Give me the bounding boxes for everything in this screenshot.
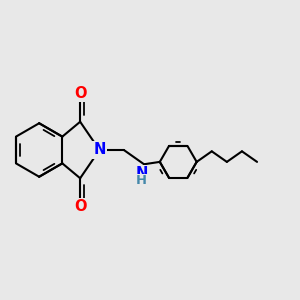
Text: O: O [74, 86, 86, 101]
Text: O: O [74, 199, 86, 214]
Text: N: N [136, 166, 148, 181]
Text: N: N [93, 142, 106, 158]
Text: H: H [136, 174, 147, 187]
